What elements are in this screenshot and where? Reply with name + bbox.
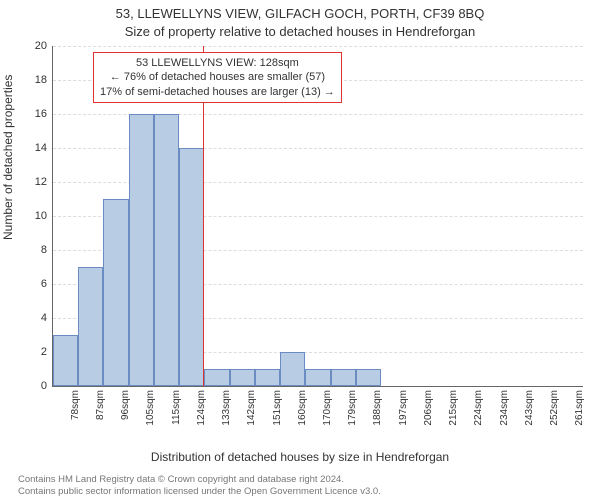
histogram-bar <box>204 369 229 386</box>
chart-container: 53, LLEWELLYNS VIEW, GILFACH GOCH, PORTH… <box>0 0 600 500</box>
x-tick-label: 252sqm <box>549 390 560 426</box>
x-axis-label: Distribution of detached houses by size … <box>0 450 600 464</box>
plot-area: 0246810121416182078sqm87sqm96sqm105sqm11… <box>52 46 583 387</box>
x-tick-label: 243sqm <box>524 390 535 426</box>
histogram-bar <box>331 369 356 386</box>
histogram-bar <box>255 369 280 386</box>
histogram-bar <box>53 335 78 386</box>
x-tick-label: 105sqm <box>145 390 156 426</box>
y-tick-label: 4 <box>41 312 47 324</box>
annotation-line2: ← 76% of detached houses are smaller (57… <box>100 70 335 84</box>
histogram-bar <box>179 148 204 386</box>
footer-text: Contains HM Land Registry data © Crown c… <box>0 474 600 498</box>
x-tick-label: 133sqm <box>221 390 232 426</box>
x-tick-label: 234sqm <box>499 390 510 426</box>
histogram-bar <box>129 114 154 386</box>
y-tick-label: 8 <box>41 244 47 256</box>
y-tick-label: 12 <box>35 176 47 188</box>
x-tick-label: 197sqm <box>398 390 409 426</box>
x-tick-label: 179sqm <box>347 390 358 426</box>
histogram-bar <box>154 114 179 386</box>
y-tick-label: 0 <box>41 380 47 392</box>
footer-line1: Contains HM Land Registry data © Crown c… <box>18 474 600 486</box>
annotation-line1: 53 LLEWELLYNS VIEW: 128sqm <box>100 56 335 70</box>
chart-title-line1: 53, LLEWELLYNS VIEW, GILFACH GOCH, PORTH… <box>0 6 600 21</box>
x-tick-label: 160sqm <box>297 390 308 426</box>
x-tick-label: 188sqm <box>372 390 383 426</box>
x-tick-label: 151sqm <box>272 390 283 426</box>
histogram-bar <box>356 369 381 386</box>
x-tick-label: 96sqm <box>120 390 131 420</box>
footer-line2: Contains public sector information licen… <box>18 486 600 498</box>
annotation-box: 53 LLEWELLYNS VIEW: 128sqm ← 76% of deta… <box>93 52 342 103</box>
x-tick-label: 142sqm <box>246 390 257 426</box>
x-tick-label: 124sqm <box>196 390 207 426</box>
annotation-line3: 17% of semi-detached houses are larger (… <box>100 85 335 99</box>
y-axis-label: Number of detached properties <box>1 75 15 240</box>
y-tick-label: 18 <box>35 74 47 86</box>
y-tick-label: 10 <box>35 210 47 222</box>
histogram-bar <box>78 267 103 386</box>
x-tick-label: 215sqm <box>448 390 459 426</box>
gridline <box>53 46 583 47</box>
x-tick-label: 170sqm <box>322 390 333 426</box>
x-tick-label: 261sqm <box>574 390 585 426</box>
histogram-bar <box>230 369 255 386</box>
x-tick-label: 224sqm <box>473 390 484 426</box>
x-tick-label: 78sqm <box>70 390 81 420</box>
x-tick-label: 206sqm <box>423 390 434 426</box>
histogram-bar <box>103 199 128 386</box>
histogram-bar <box>280 352 305 386</box>
y-tick-label: 20 <box>35 40 47 52</box>
histogram-bar <box>305 369 330 386</box>
x-tick-label: 87sqm <box>95 390 106 420</box>
chart-title-line2: Size of property relative to detached ho… <box>0 24 600 39</box>
y-tick-label: 2 <box>41 346 47 358</box>
y-tick-label: 6 <box>41 278 47 290</box>
y-tick-label: 16 <box>35 108 47 120</box>
y-tick-label: 14 <box>35 142 47 154</box>
x-tick-label: 115sqm <box>171 390 182 425</box>
